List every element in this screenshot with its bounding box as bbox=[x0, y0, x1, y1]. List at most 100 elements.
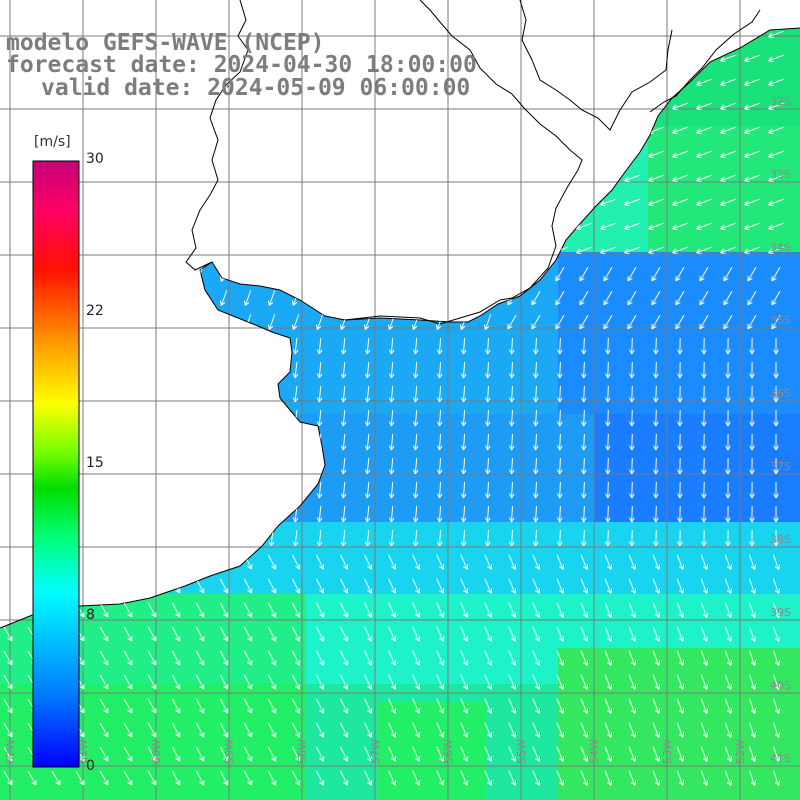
sea-cell bbox=[414, 342, 433, 361]
wind-arrow bbox=[147, 722, 157, 738]
sea-cell bbox=[774, 252, 793, 271]
wind-arrow bbox=[773, 362, 779, 379]
sea-cell bbox=[540, 306, 559, 325]
wind-arrow bbox=[701, 361, 707, 379]
sea-cell bbox=[558, 594, 577, 613]
wind-arrow bbox=[364, 361, 371, 379]
wind-arrow bbox=[147, 746, 157, 762]
sea-cell bbox=[180, 702, 199, 721]
sea-cell bbox=[558, 522, 577, 541]
sea-cell bbox=[378, 666, 397, 685]
sea-cell bbox=[468, 396, 487, 415]
wind-arrow bbox=[484, 457, 491, 475]
sea-cell bbox=[126, 792, 145, 800]
wind-arrow bbox=[768, 30, 784, 38]
wind-arrow bbox=[388, 650, 397, 666]
sea-cell bbox=[666, 270, 685, 289]
wind-arrow bbox=[653, 433, 659, 451]
wind-arrow bbox=[629, 505, 635, 523]
sea-cell bbox=[504, 792, 523, 800]
sea-cell bbox=[468, 702, 487, 721]
latitude-label: 35S bbox=[770, 314, 791, 327]
wind-arrow bbox=[749, 361, 755, 379]
sea-cell bbox=[450, 738, 469, 757]
wind-arrow bbox=[696, 102, 712, 110]
wind-arrow bbox=[436, 554, 445, 570]
sea-cell bbox=[0, 756, 19, 775]
sea-cell bbox=[702, 396, 721, 415]
wind-arrow bbox=[696, 126, 712, 134]
wind-arrow bbox=[725, 409, 731, 427]
sea-cell bbox=[576, 756, 595, 775]
sea-cell bbox=[234, 648, 253, 667]
wind-arrow bbox=[676, 770, 685, 786]
sea-cell bbox=[720, 270, 739, 289]
wind-arrow bbox=[605, 505, 611, 523]
sea-cell bbox=[324, 432, 343, 451]
wind-arrow bbox=[219, 602, 229, 618]
wind-arrow bbox=[484, 626, 493, 642]
wind-arrow bbox=[603, 314, 613, 330]
wind-arrow bbox=[171, 746, 181, 762]
wind-arrow bbox=[508, 698, 517, 714]
wind-arrow bbox=[484, 698, 493, 714]
sea-cell bbox=[540, 414, 559, 433]
wind-arrow bbox=[576, 222, 592, 230]
sea-cell bbox=[702, 522, 721, 541]
sea-cell bbox=[792, 252, 800, 271]
sea-cell bbox=[504, 324, 523, 343]
sea-cell bbox=[576, 288, 595, 307]
sea-cell bbox=[540, 558, 559, 577]
latitude-label: 40S bbox=[770, 679, 791, 692]
sea-cell bbox=[558, 558, 577, 577]
wind-arrow bbox=[123, 650, 133, 666]
sea-cell bbox=[792, 54, 800, 73]
sea-cell bbox=[648, 774, 667, 793]
wind-arrow bbox=[508, 409, 515, 427]
wind-arrow bbox=[364, 457, 371, 475]
wind-arrow bbox=[768, 174, 784, 182]
sea-cell bbox=[756, 360, 775, 379]
wind-arrow bbox=[628, 674, 637, 690]
wind-arrow bbox=[195, 578, 205, 594]
wind-arrow bbox=[219, 674, 229, 690]
sea-cell bbox=[180, 648, 199, 667]
sea-cell bbox=[612, 270, 631, 289]
wind-arrow bbox=[556, 770, 565, 786]
sea-cell bbox=[432, 720, 451, 739]
wind-arrow bbox=[243, 722, 253, 738]
sea-cell bbox=[756, 108, 775, 127]
wind-arrow bbox=[723, 266, 733, 282]
sea-cell bbox=[486, 774, 505, 793]
wind-arrow bbox=[171, 722, 181, 738]
wind-arrow bbox=[123, 626, 133, 642]
sea-cell bbox=[108, 720, 127, 739]
wind-arrow bbox=[243, 746, 253, 762]
wind-arrow bbox=[556, 361, 563, 379]
wind-arrow bbox=[508, 457, 515, 475]
wind-arrow bbox=[628, 770, 637, 786]
sea-cell bbox=[756, 540, 775, 559]
wind-arrow bbox=[748, 770, 756, 786]
wind-arrow bbox=[773, 410, 779, 427]
wind-arrow bbox=[676, 578, 685, 594]
sea-cell bbox=[414, 630, 433, 649]
sea-cell bbox=[522, 594, 541, 613]
sea-cell bbox=[378, 576, 397, 595]
sea-cell bbox=[612, 432, 631, 451]
sea-cell bbox=[684, 198, 703, 217]
sea-cell bbox=[558, 414, 577, 433]
sea-cell bbox=[630, 306, 649, 325]
wind-arrow bbox=[436, 529, 443, 547]
wind-arrow bbox=[653, 529, 659, 547]
wind-arrow bbox=[768, 150, 784, 158]
sea-cell bbox=[702, 198, 721, 217]
wind-arrow bbox=[604, 650, 613, 666]
wind-arrow bbox=[604, 770, 613, 786]
sea-cell bbox=[630, 558, 649, 577]
sea-cell bbox=[666, 720, 685, 739]
sea-cell bbox=[450, 576, 469, 595]
sea-cell bbox=[324, 378, 343, 397]
sea-cell bbox=[414, 486, 433, 505]
wind-arrow bbox=[484, 602, 493, 618]
